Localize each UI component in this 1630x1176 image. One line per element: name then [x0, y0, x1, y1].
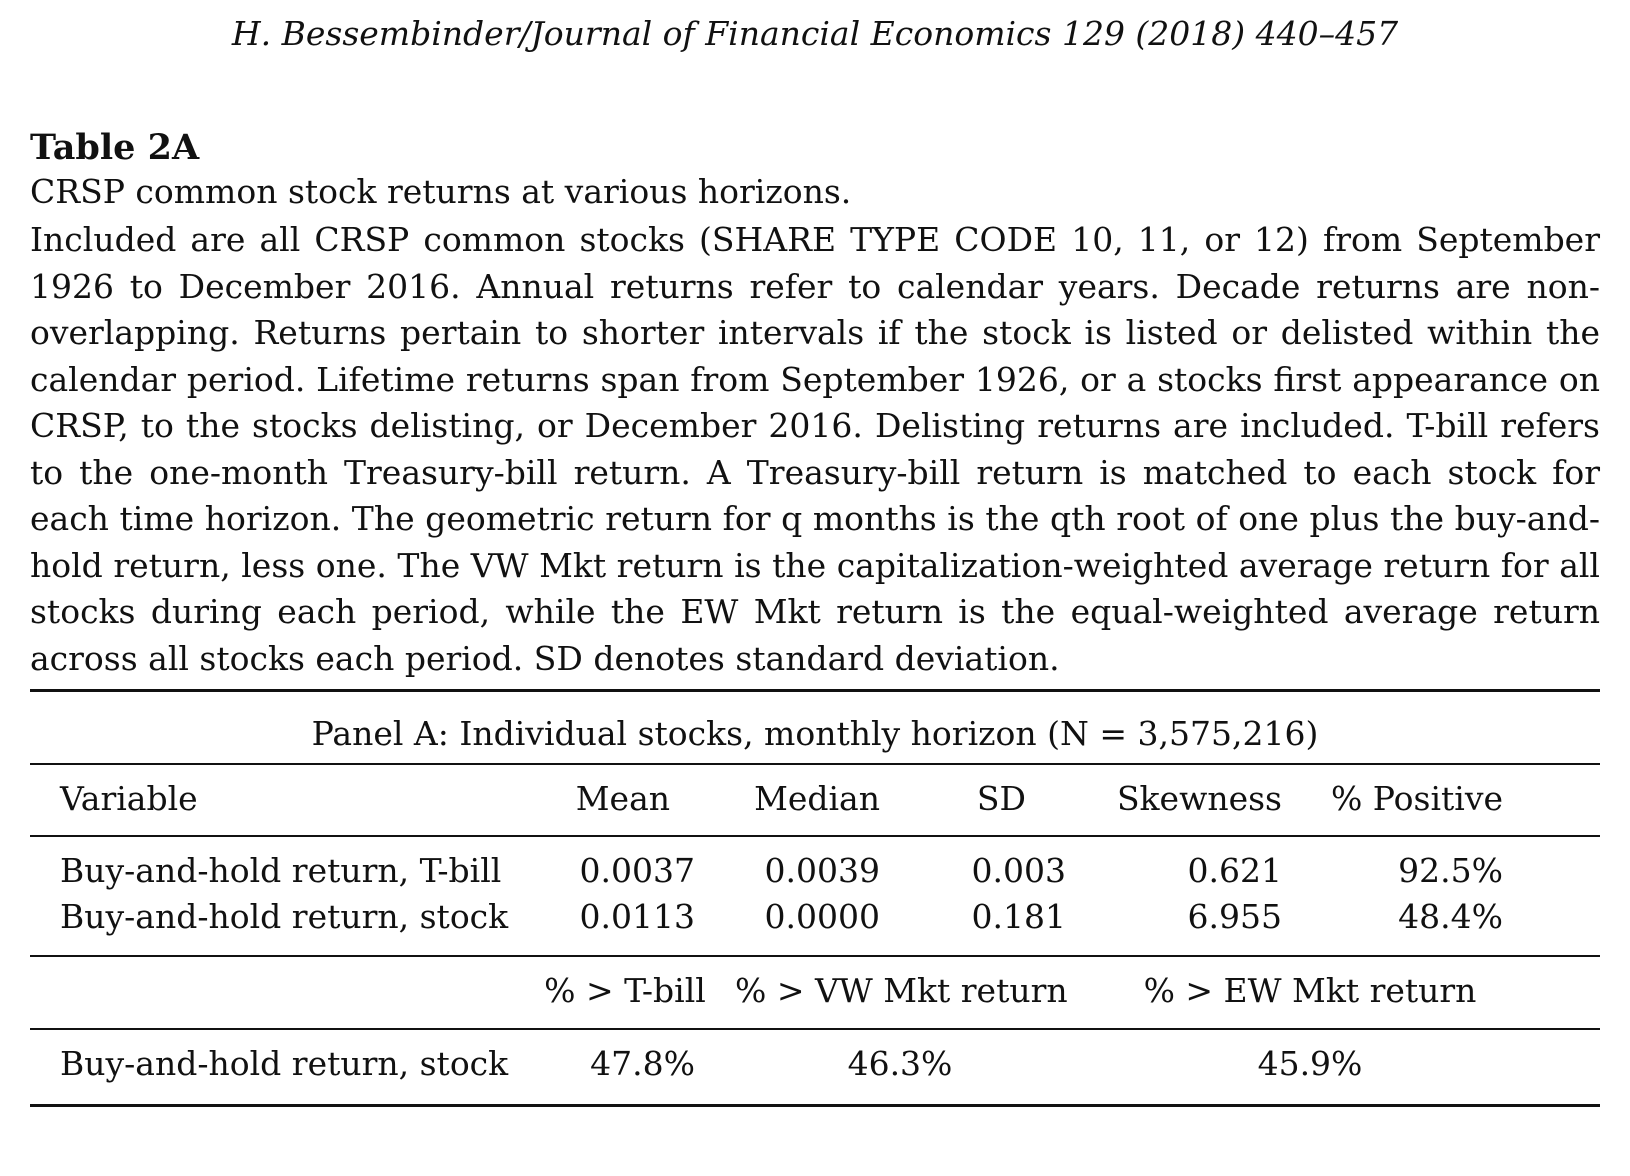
compare-header-rule [30, 1028, 1600, 1030]
header-rule [30, 835, 1600, 837]
table-cell: 47.8% [590, 1044, 695, 1083]
table-top-rule [30, 689, 1600, 692]
table-cell: 6.955 [1187, 897, 1282, 936]
table-cell: 0.621 [1187, 851, 1282, 890]
table-bottom-rule [30, 1104, 1600, 1107]
table-subtitle: CRSP common stock returns at various hor… [30, 172, 852, 211]
table-cell: 45.9% [1257, 1044, 1363, 1083]
table-cell: 48.4% [1398, 897, 1503, 936]
table-row-label: Buy-and-hold return, T-bill [60, 851, 502, 890]
table-caption: Included are all CRSP common stocks (SHA… [30, 220, 1600, 678]
section-rule [30, 955, 1600, 957]
compare-header-ew: % > EW Mkt return [1143, 971, 1477, 1010]
table-cell: 0.0039 [764, 851, 880, 890]
table-row-label: Buy-and-hold return, stock [60, 1044, 509, 1083]
compare-header-vw: % > VW Mkt return [735, 971, 1068, 1010]
header-mean: Mean [575, 779, 670, 818]
table-cell: 0.0037 [579, 851, 695, 890]
table-cell: 46.3% [847, 1044, 953, 1083]
table-cell: 0.181 [971, 897, 1066, 936]
header-pct-positive: % Positive [1330, 779, 1503, 818]
panel-rule [30, 763, 1600, 765]
table-cell: 0.003 [971, 851, 1066, 890]
running-head: H. Bessembinder/Journal of Financial Eco… [231, 14, 1399, 53]
table-cell: 0.0113 [579, 897, 695, 936]
header-variable: Variable [60, 779, 198, 818]
header-skewness: Skewness [1116, 779, 1282, 818]
table-label: Table 2A [30, 127, 200, 168]
panel-title: Panel A: Individual stocks, monthly hori… [311, 714, 1319, 753]
table-cell: 92.5% [1398, 851, 1503, 890]
compare-header-tbill: % > T-bill [544, 971, 706, 1010]
header-median: Median [754, 779, 880, 818]
table-cell: 0.0000 [764, 897, 880, 936]
table-row-label: Buy-and-hold return, stock [60, 897, 509, 936]
header-sd: SD [976, 779, 1026, 818]
